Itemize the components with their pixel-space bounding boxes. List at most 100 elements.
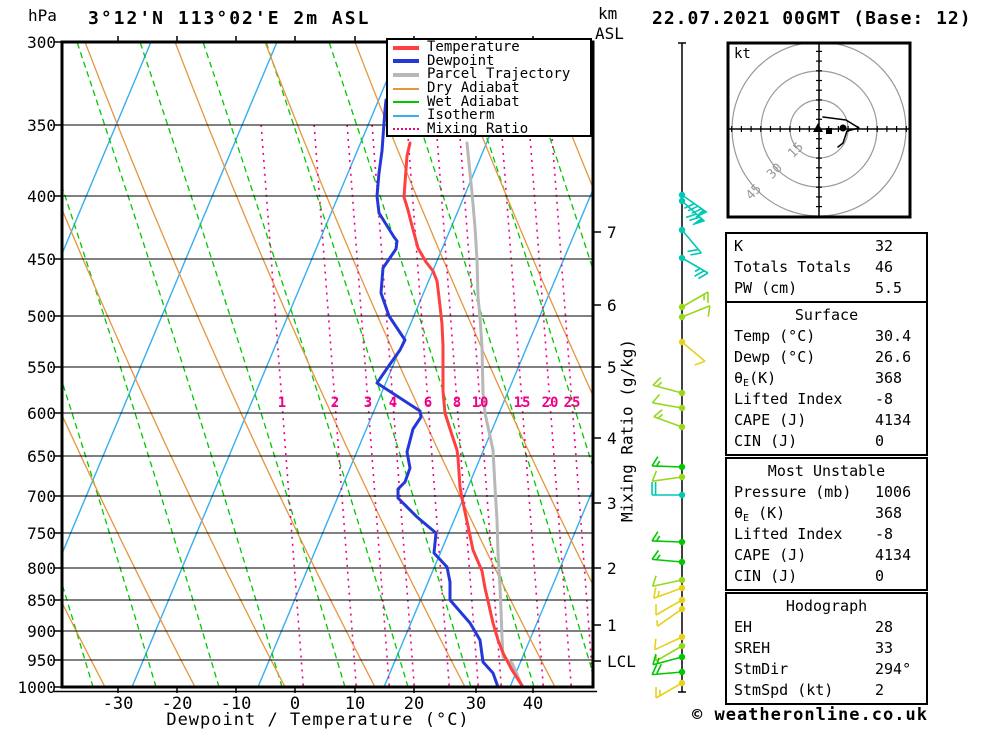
temperature-tick-label: 10 [344,694,366,714]
legend-row: Mixing Ratio [388,122,590,137]
legend-row: Temperature [388,39,590,56]
mixing-ratio-swatch-icon [393,128,419,131]
table-row-label: StmDir [734,660,789,678]
legend-label: Temperature [427,39,520,56]
km-tick-label: 5 [607,358,617,377]
hodograph-square-marker [826,128,832,134]
legend-row: Isotherm [388,108,590,123]
table-row-label: K [734,237,744,255]
table-row: PW (cm) 5.5 [727,278,926,299]
table-row-value: 26.6 [875,348,912,366]
km-tick-label: 7 [607,223,617,242]
table-row: Lifted Index -8 [727,524,926,545]
temperature-tick-label: 40 [522,694,544,714]
skewt-background-lines [63,43,592,686]
wind-barb [678,291,709,311]
pressure-tick-label: 850 [27,591,56,610]
table-row-value: 294° [875,660,912,678]
mixing-ratio-value-label: 4 [388,395,398,411]
table-row: Pressure (mb) 1006 [727,482,926,503]
legend-row: Dewpoint [388,54,590,69]
wind-barb [651,393,686,412]
km-tick-label: 3 [607,494,617,513]
table-row-label: Lifted Index [734,525,843,543]
mixing-ratio-value-label: 1 [277,395,287,411]
table-row-label: Temp (°C) [734,327,816,345]
dewpoint-curve [375,98,500,686]
km-tick-label: 6 [607,296,617,315]
x-axis-title: Dewpoint / Temperature (°C) [166,710,470,730]
pressure-tick-label: 500 [27,307,56,326]
wind-barb [653,584,686,600]
legend-label: Wet Adiabat [427,93,520,110]
wet-adiabat-swatch-icon [393,101,419,104]
table-row-value: 0 [875,432,885,450]
wind-barb [652,653,686,666]
pressure-tick-label: 800 [27,559,56,578]
valid-datetime: 22.07.2021 00GMT (Base: 12) [652,8,972,29]
lcl-label: LCL [607,652,636,671]
wind-barb [655,596,686,616]
table-row: EH 28 [727,617,926,638]
table-row: Dewp (°C) 26.6 [727,347,926,368]
table-row-value: 2 [875,681,885,699]
pressure-tick-label: 1000 [17,678,56,697]
table-row: CIN (J) 0 [727,566,926,587]
table-section-title: Hodograph [785,597,868,615]
km-tick-label: 2 [607,559,617,578]
wind-barb [651,531,686,546]
table-row-value: 4134 [875,411,912,429]
pressure-tick-label: 550 [27,358,56,377]
legend-label: Parcel Trajectory [427,66,571,83]
hodograph-unit-label: kt [734,46,751,62]
pressure-tick-label: 600 [27,404,56,423]
temperature-tick-label: 20 [403,694,425,714]
wind-barb [678,191,708,218]
table-row-value: 4134 [875,546,912,564]
station-title: 3°12'N 113°02'E 2m ASL [88,8,371,29]
table-row-label: PW (cm) [734,279,798,297]
table-row-label: CAPE (J) [734,546,807,564]
pressure-tick-label: 400 [27,187,56,206]
parcel-trajectory-curve [465,141,524,686]
hodograph [726,41,912,219]
indices-table-3: Most Unstable Pressure (mb) 1006 θE (K) 368 L… [725,457,928,591]
temperature-tick-label: 30 [465,694,487,714]
temperature-swatch-icon [393,45,419,50]
km-tick-label: 4 [607,429,617,448]
table-row-value: -8 [875,390,894,408]
table-row-value: 33 [875,639,894,657]
table-section-title: Surface [794,306,859,324]
table-row-label: SREH [734,639,771,657]
wind-barb [678,197,706,226]
temperature-tick-label: -30 [102,694,134,714]
km-tick-label: 1 [607,616,617,635]
pressure-tick-label: 750 [27,524,56,543]
copyright: © weatheronline.co.uk [692,705,928,725]
wind-barb [655,679,686,699]
mixing-ratio-value-label: 10 [471,395,489,411]
table-row-value: 30.4 [875,327,912,345]
legend-row: Parcel Trajectory [388,66,590,83]
table-row-value: 28 [875,618,894,636]
altitude-unit-km: km [598,4,618,23]
mixing-ratio-axis-title: Mixing Ratio (g/kg) [617,338,637,523]
altitude-unit-asl: ASL [595,24,624,43]
hodograph-border [726,41,912,219]
table-row-label: Pressure (mb) [734,483,852,501]
table-row-label: Totals Totals [734,258,852,276]
wind-barb [651,456,686,471]
wind-barb [652,376,686,397]
hodograph-circle-marker [839,124,847,132]
wind-barb [678,305,711,321]
table-row-label: θE (K) [734,504,786,524]
legend-label: Dry Adiabat [427,80,520,97]
pressure-tick-label: 900 [27,622,56,641]
pressure-tick-label: 450 [27,250,56,269]
table-row-value: -8 [875,525,894,543]
table-row-label: Lifted Index [734,390,843,408]
wind-barb [678,338,706,366]
table-row-value: 46 [875,258,894,276]
legend-row: Wet Adiabat [388,95,590,109]
